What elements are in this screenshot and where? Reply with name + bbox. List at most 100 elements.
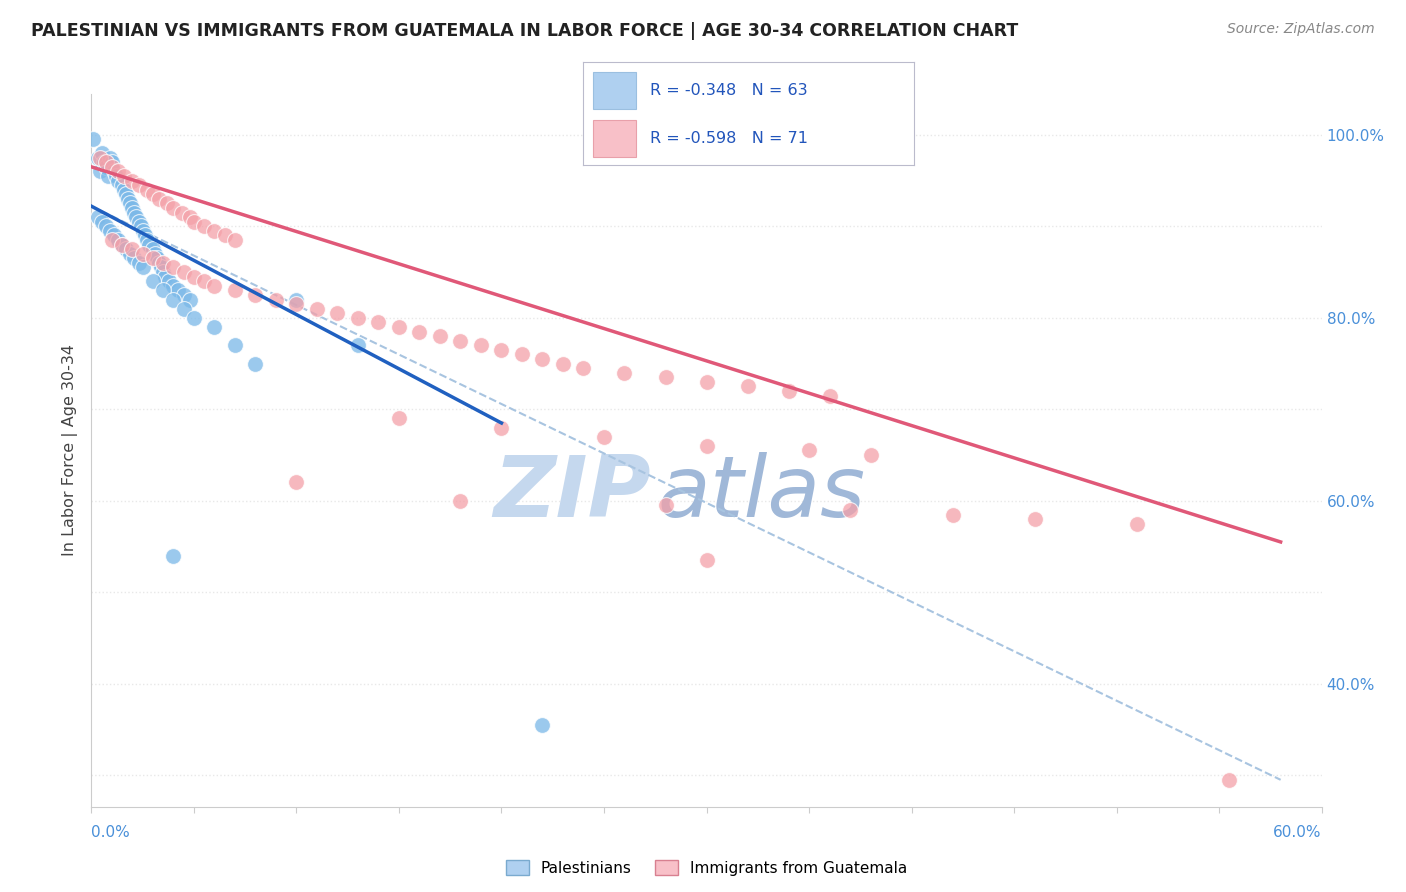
Legend: Palestinians, Immigrants from Guatemala: Palestinians, Immigrants from Guatemala: [499, 854, 914, 881]
Point: [153, 269, 177, 284]
Point: [183, 215, 205, 229]
Point: [593, 430, 616, 444]
Point: [111, 237, 134, 252]
Point: [695, 553, 717, 567]
Point: [131, 224, 153, 238]
Point: [93, 155, 115, 169]
Point: [162, 549, 184, 563]
Point: [285, 293, 308, 307]
Point: [202, 224, 225, 238]
Point: [143, 246, 166, 260]
Text: atlas: atlas: [657, 451, 865, 535]
Bar: [593, 120, 637, 157]
Point: [818, 388, 841, 402]
Point: [135, 183, 157, 197]
Point: [162, 201, 184, 215]
Point: [531, 351, 554, 366]
Point: [245, 357, 267, 371]
Point: [134, 228, 156, 243]
Point: [264, 293, 287, 307]
Point: [90, 146, 112, 161]
Point: [859, 448, 882, 462]
Point: [170, 205, 193, 219]
Text: ZIP: ZIP: [494, 451, 651, 535]
Point: [695, 375, 717, 389]
Point: [128, 215, 150, 229]
Point: [797, 443, 820, 458]
Point: [388, 320, 411, 334]
Point: [86, 151, 108, 165]
Point: [152, 256, 174, 270]
Point: [654, 370, 676, 384]
Point: [162, 278, 184, 293]
Point: [112, 183, 135, 197]
Text: Source: ZipAtlas.com: Source: ZipAtlas.com: [1227, 22, 1375, 37]
Point: [94, 160, 117, 174]
Point: [367, 315, 389, 329]
Point: [107, 233, 129, 247]
Point: [285, 297, 308, 311]
Point: [111, 237, 134, 252]
Point: [115, 187, 138, 202]
Bar: [593, 71, 637, 109]
Point: [173, 265, 195, 279]
Point: [89, 151, 111, 165]
Text: PALESTINIAN VS IMMIGRANTS FROM GUATEMALA IN LABOR FORCE | AGE 30-34 CORRELATION : PALESTINIAN VS IMMIGRANTS FROM GUATEMALA…: [31, 22, 1018, 40]
Point: [121, 201, 143, 215]
Point: [121, 242, 143, 256]
Point: [214, 228, 236, 243]
Point: [156, 196, 179, 211]
Point: [531, 718, 554, 732]
Point: [347, 338, 370, 352]
Point: [572, 361, 595, 376]
Point: [224, 284, 246, 298]
Point: [737, 379, 759, 393]
Point: [120, 246, 142, 260]
Point: [166, 284, 188, 298]
Point: [654, 499, 676, 513]
Point: [94, 219, 117, 234]
Point: [942, 508, 965, 522]
Point: [224, 338, 246, 352]
Point: [148, 192, 170, 206]
Point: [1126, 516, 1149, 531]
Text: R = -0.348   N = 63: R = -0.348 N = 63: [650, 83, 807, 97]
Point: [1024, 512, 1046, 526]
Point: [121, 173, 143, 187]
Point: [173, 301, 195, 316]
Point: [120, 196, 142, 211]
Point: [103, 164, 125, 178]
Point: [124, 252, 146, 266]
Point: [347, 310, 370, 325]
Point: [94, 155, 117, 169]
Point: [125, 210, 148, 224]
Point: [193, 219, 215, 234]
Point: [1218, 772, 1240, 787]
Point: [224, 233, 246, 247]
Point: [115, 242, 138, 256]
Point: [695, 439, 717, 453]
Point: [142, 242, 165, 256]
Point: [89, 164, 111, 178]
Point: [152, 265, 174, 279]
Text: R = -0.598   N = 71: R = -0.598 N = 71: [650, 131, 807, 146]
Point: [148, 256, 170, 270]
Point: [326, 306, 349, 320]
Point: [551, 357, 574, 371]
Point: [179, 210, 201, 224]
Point: [142, 274, 165, 288]
Point: [142, 187, 165, 202]
Point: [107, 173, 129, 187]
Point: [111, 178, 134, 193]
Point: [98, 224, 121, 238]
Point: [90, 215, 112, 229]
Point: [162, 293, 184, 307]
Point: [179, 293, 201, 307]
Point: [183, 269, 205, 284]
Point: [128, 256, 150, 270]
Point: [305, 301, 328, 316]
Point: [131, 260, 153, 275]
Point: [613, 366, 636, 380]
Point: [142, 252, 165, 266]
Point: [117, 192, 139, 206]
